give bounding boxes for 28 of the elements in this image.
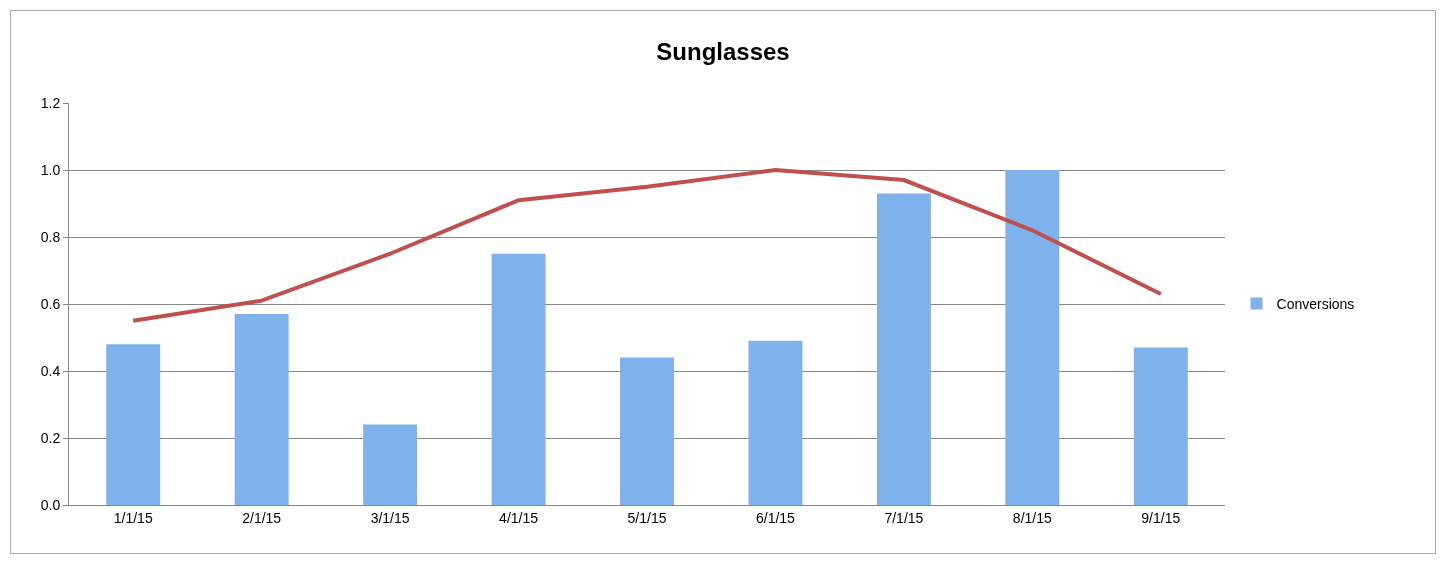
x-tick-label: 9/1/15	[1141, 509, 1181, 526]
bar	[1005, 170, 1060, 505]
y-tick-label: 0.8	[40, 228, 61, 245]
y-tick-label: 0.0	[40, 496, 61, 513]
bar	[1133, 347, 1188, 505]
x-tick-label: 3/1/15	[370, 509, 410, 526]
legend-label: Conversions	[1276, 296, 1355, 313]
x-tick-label: 7/1/15	[884, 509, 924, 526]
bar	[876, 193, 931, 505]
y-tick-label: 0.2	[40, 429, 61, 446]
x-tick-label: 6/1/15	[755, 509, 796, 526]
x-tick-label: 5/1/15	[627, 509, 667, 526]
bar	[491, 253, 546, 505]
bar	[620, 357, 674, 505]
chart-title: Sunglasses	[656, 38, 790, 66]
y-tick-label: 0.4	[40, 362, 61, 379]
x-tick-label: 8/1/15	[1012, 509, 1052, 526]
x-tick-label: 2/1/15	[242, 509, 282, 526]
y-tick-label: 1.0	[40, 161, 61, 178]
x-tick-label: 1/1/15	[113, 509, 153, 526]
bar	[748, 340, 803, 505]
y-tick-label: 0.6	[40, 295, 61, 312]
bar	[234, 314, 289, 505]
bar	[106, 344, 161, 505]
y-tick-label: 1.2	[40, 94, 61, 111]
line-series	[131, 168, 1163, 323]
bar	[363, 424, 418, 505]
x-tick-label: 4/1/15	[499, 509, 539, 526]
